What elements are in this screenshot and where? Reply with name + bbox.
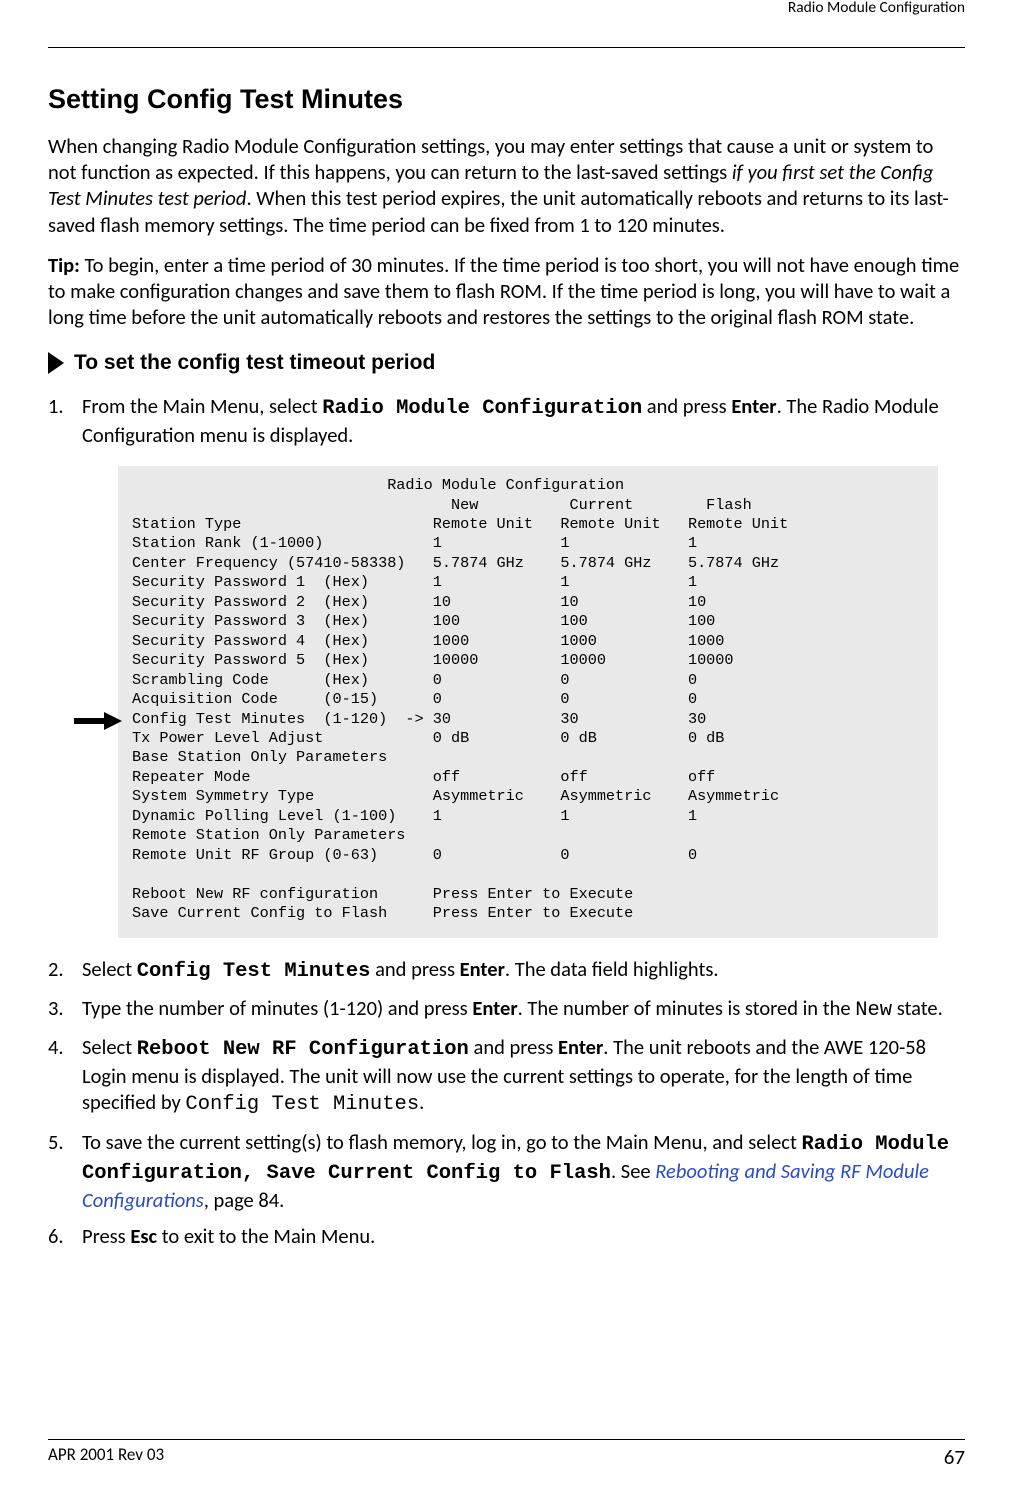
- procedure-arrow-icon: [48, 352, 64, 374]
- step-2: Select Config Test Minutes and press Ent…: [48, 956, 965, 985]
- step-text: . The number of minutes is stored in the: [518, 995, 856, 1021]
- step-text: and press: [469, 1034, 558, 1060]
- intro-paragraph: When changing Radio Module Configuration…: [48, 133, 965, 238]
- step-text: to exit to the Main Menu.: [157, 1223, 375, 1249]
- section-title: Setting Config Test Minutes: [48, 84, 965, 115]
- terminal-output: Radio Module Configuration New Current F…: [118, 466, 938, 937]
- mono-config-test-minutes: Config Test Minutes: [185, 1093, 419, 1116]
- step-5: To save the current setting(s) to flash …: [48, 1129, 965, 1214]
- step-text: From the Main Menu, select: [82, 393, 322, 419]
- step-text: and press: [370, 956, 459, 982]
- step-text: . See: [611, 1158, 655, 1184]
- page: Radio Module Configuration Setting Confi…: [0, 0, 1013, 1496]
- key-enter: Enter: [472, 995, 517, 1021]
- step-text: Select: [82, 956, 137, 982]
- step-text: state.: [892, 995, 943, 1021]
- step-text: and press: [642, 393, 731, 419]
- callout-arrow-icon: [74, 710, 122, 736]
- key-esc: Esc: [130, 1223, 157, 1249]
- cmd-config-test-minutes: Config Test Minutes: [137, 960, 371, 983]
- subheading: To set the config test timeout period: [74, 351, 435, 375]
- tip-paragraph: Tip: To begin, enter a time period of 30…: [48, 252, 965, 331]
- cmd-reboot-new-rf: Reboot New RF Configuration: [137, 1038, 469, 1061]
- step-text: Type the number of minutes (1-120) and p…: [82, 995, 472, 1021]
- footer-left: APR 2001 Rev 03: [48, 1444, 164, 1470]
- subheading-row: To set the config test timeout period: [48, 351, 965, 375]
- cmd-radio-module-config: Radio Module Configuration: [322, 397, 642, 420]
- tip-text: To begin, enter a time period of 30 minu…: [48, 252, 959, 330]
- step-text: , page 84.: [204, 1187, 285, 1213]
- key-enter: Enter: [731, 393, 776, 419]
- running-header: Radio Module Configuration: [48, 0, 965, 17]
- header-rule: [48, 47, 965, 48]
- step-text: Press: [82, 1223, 130, 1249]
- step-3: Type the number of minutes (1-120) and p…: [48, 995, 965, 1024]
- step-text: Select: [82, 1034, 137, 1060]
- key-enter: Enter: [558, 1034, 603, 1060]
- tip-label: Tip:: [48, 252, 80, 278]
- step-text: . The data field highlights.: [505, 956, 719, 982]
- page-number: 67: [944, 1444, 965, 1470]
- steps-list: From the Main Menu, select Radio Module …: [48, 393, 965, 1250]
- step-6: Press Esc to exit to the Main Menu.: [48, 1223, 965, 1249]
- step-text: To save the current setting(s) to flash …: [82, 1129, 801, 1155]
- step-text: .: [419, 1089, 424, 1115]
- key-enter: Enter: [460, 956, 505, 982]
- step-4: Select Reboot New RF Configuration and p…: [48, 1034, 965, 1119]
- page-footer: APR 2001 Rev 03 67: [48, 1439, 965, 1470]
- mono-new: New: [855, 999, 892, 1022]
- terminal-screenshot: Radio Module Configuration New Current F…: [118, 466, 965, 937]
- step-1: From the Main Menu, select Radio Module …: [48, 393, 965, 938]
